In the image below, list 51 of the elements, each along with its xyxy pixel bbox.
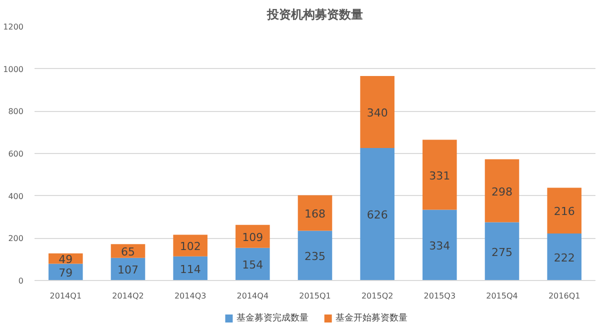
data-label: 331	[429, 169, 450, 182]
data-label: 79	[58, 266, 73, 280]
y-tick-label: 1000	[3, 64, 24, 74]
x-tick-label: 2016Q1	[548, 292, 580, 300]
data-label: 216	[554, 205, 575, 218]
data-label: 49	[58, 253, 73, 266]
x-tick-label: 2014Q3	[174, 292, 206, 300]
x-tick-label: 2014Q4	[236, 292, 269, 300]
data-label: 340	[366, 106, 388, 120]
y-tick-label: 400	[8, 192, 24, 201]
bar	[173, 256, 208, 280]
bar	[236, 224, 270, 248]
bar	[173, 234, 208, 256]
chart-title: 投资机构募资数量	[266, 8, 363, 22]
bar	[422, 210, 457, 280]
bar	[484, 222, 520, 280]
bar	[298, 195, 332, 231]
data-label: 107	[118, 264, 138, 277]
data-label: 626	[366, 208, 388, 222]
x-tick-label: 2015Q3	[424, 292, 456, 300]
bar	[360, 76, 394, 148]
bar	[298, 230, 332, 280]
data-label: 102	[180, 240, 201, 254]
data-label: 334	[429, 240, 450, 253]
bar	[422, 140, 457, 210]
bar	[360, 148, 394, 280]
x-tick-label: 2015Q1	[299, 292, 331, 300]
x-tick-label: 2014Q2	[112, 292, 144, 300]
data-label: 65	[121, 245, 135, 258]
x-tick-label: 2015Q2	[361, 292, 394, 300]
y-tick-label: 600	[8, 150, 24, 158]
data-label: 235	[304, 250, 326, 264]
data-label: 168	[304, 207, 326, 220]
data-label: 154	[242, 258, 264, 272]
data-label: 275	[492, 246, 512, 259]
x-tick-label: 2014Q1	[50, 292, 82, 300]
bar	[547, 188, 582, 234]
bar	[484, 159, 520, 222]
legend-label: 基金开始募资数量	[336, 312, 408, 324]
y-tick-label: 800	[8, 107, 24, 116]
data-label: 109	[242, 230, 264, 244]
data-label: 114	[180, 262, 201, 276]
data-label: 298	[492, 185, 512, 198]
bar	[236, 248, 270, 280]
y-tick-label: 1200	[3, 22, 24, 32]
legend-label: 基金募资完成数量	[236, 312, 308, 324]
x-tick-label: 2015Q4	[486, 292, 518, 300]
bar	[547, 234, 582, 280]
y-tick-label: 200	[8, 234, 24, 244]
data-label: 222	[554, 252, 575, 265]
y-tick-label: 0	[18, 276, 24, 286]
